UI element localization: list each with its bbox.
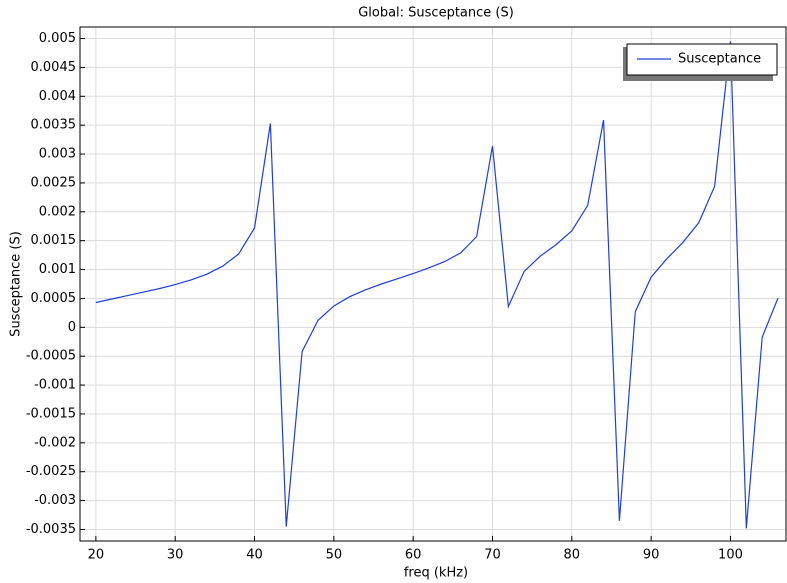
x-tick-label: 30	[167, 548, 184, 563]
y-tick-label: 0.0045	[31, 60, 77, 75]
y-tick-label: -0.001	[34, 378, 76, 393]
y-tick-label: -0.0025	[26, 464, 76, 479]
x-tick-label: 90	[643, 548, 660, 563]
y-tick-label: 0.0015	[31, 233, 77, 248]
chart-title: Global: Susceptance (S)	[358, 6, 514, 21]
legend-label: Susceptance	[678, 52, 761, 67]
y-tick-label: -0.0005	[26, 349, 76, 364]
y-tick-label: 0.003	[39, 147, 76, 162]
data-line	[95, 41, 779, 529]
x-tick-label: 100	[718, 548, 743, 563]
x-tick-label: 80	[564, 548, 581, 563]
plot-frame	[79, 26, 787, 542]
y-tick-label: 0.0025	[31, 175, 77, 190]
y-tick-label: 0.001	[39, 262, 76, 277]
x-tick-label: 40	[246, 548, 263, 563]
y-tick-label: 0	[68, 320, 76, 335]
y-tick-label: -0.003	[34, 493, 76, 508]
x-tick-label: 50	[326, 548, 343, 563]
y-tick-label: 0.004	[39, 89, 76, 104]
y-axis-label: Susceptance (S)	[9, 231, 24, 337]
x-tick-label: 20	[88, 548, 105, 563]
x-axis-label: freq (kHz)	[404, 566, 468, 581]
y-tick-label: -0.0015	[26, 406, 76, 421]
y-tick-label: 0.005	[39, 31, 76, 46]
y-tick-label: 0.002	[39, 204, 76, 219]
y-tick-label: -0.002	[34, 435, 76, 450]
y-tick-label: 0.0005	[31, 291, 77, 306]
y-tick-label: -0.0035	[26, 522, 76, 537]
x-tick-label: 60	[405, 548, 422, 563]
x-tick-label: 70	[484, 548, 501, 563]
y-tick-label: 0.0035	[31, 118, 77, 133]
